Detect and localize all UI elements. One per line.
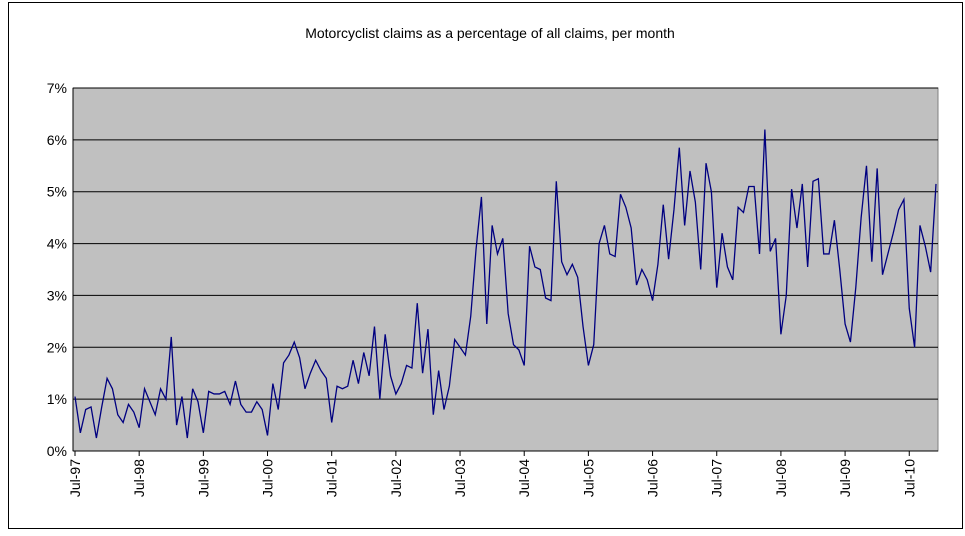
y-tick-label: 3% <box>47 287 67 303</box>
x-tick-label: Jul-02 <box>388 459 404 497</box>
x-tick-label: Jul-99 <box>195 459 211 497</box>
x-tick-label: Jul-03 <box>452 459 468 497</box>
chart-title: Motorcyclist claims as a percentage of a… <box>305 25 675 41</box>
y-tick-label: 6% <box>47 132 67 148</box>
x-tick-label: Jul-10 <box>901 459 917 497</box>
x-tick-label: Jul-00 <box>260 459 276 497</box>
x-tick-label: Jul-07 <box>709 459 725 497</box>
x-tick-label: Jul-97 <box>67 459 83 497</box>
x-tick-label: Jul-04 <box>516 459 532 497</box>
data-line <box>74 129 937 439</box>
y-tick-label: 4% <box>47 236 67 252</box>
x-tick-label: Jul-09 <box>837 459 853 497</box>
x-tick-label: Jul-01 <box>324 459 340 497</box>
y-tick-label: 1% <box>47 391 67 407</box>
y-tick-label: 5% <box>47 184 67 200</box>
y-tick-label: 2% <box>47 339 67 355</box>
y-tick-label: 7% <box>47 80 67 96</box>
x-tick-label: Jul-05 <box>580 459 596 497</box>
x-tick-label: Jul-06 <box>645 459 661 497</box>
x-tick-label: Jul-98 <box>131 459 147 497</box>
y-tick-label: 0% <box>47 443 67 459</box>
x-tick-label: Jul-08 <box>773 459 789 497</box>
